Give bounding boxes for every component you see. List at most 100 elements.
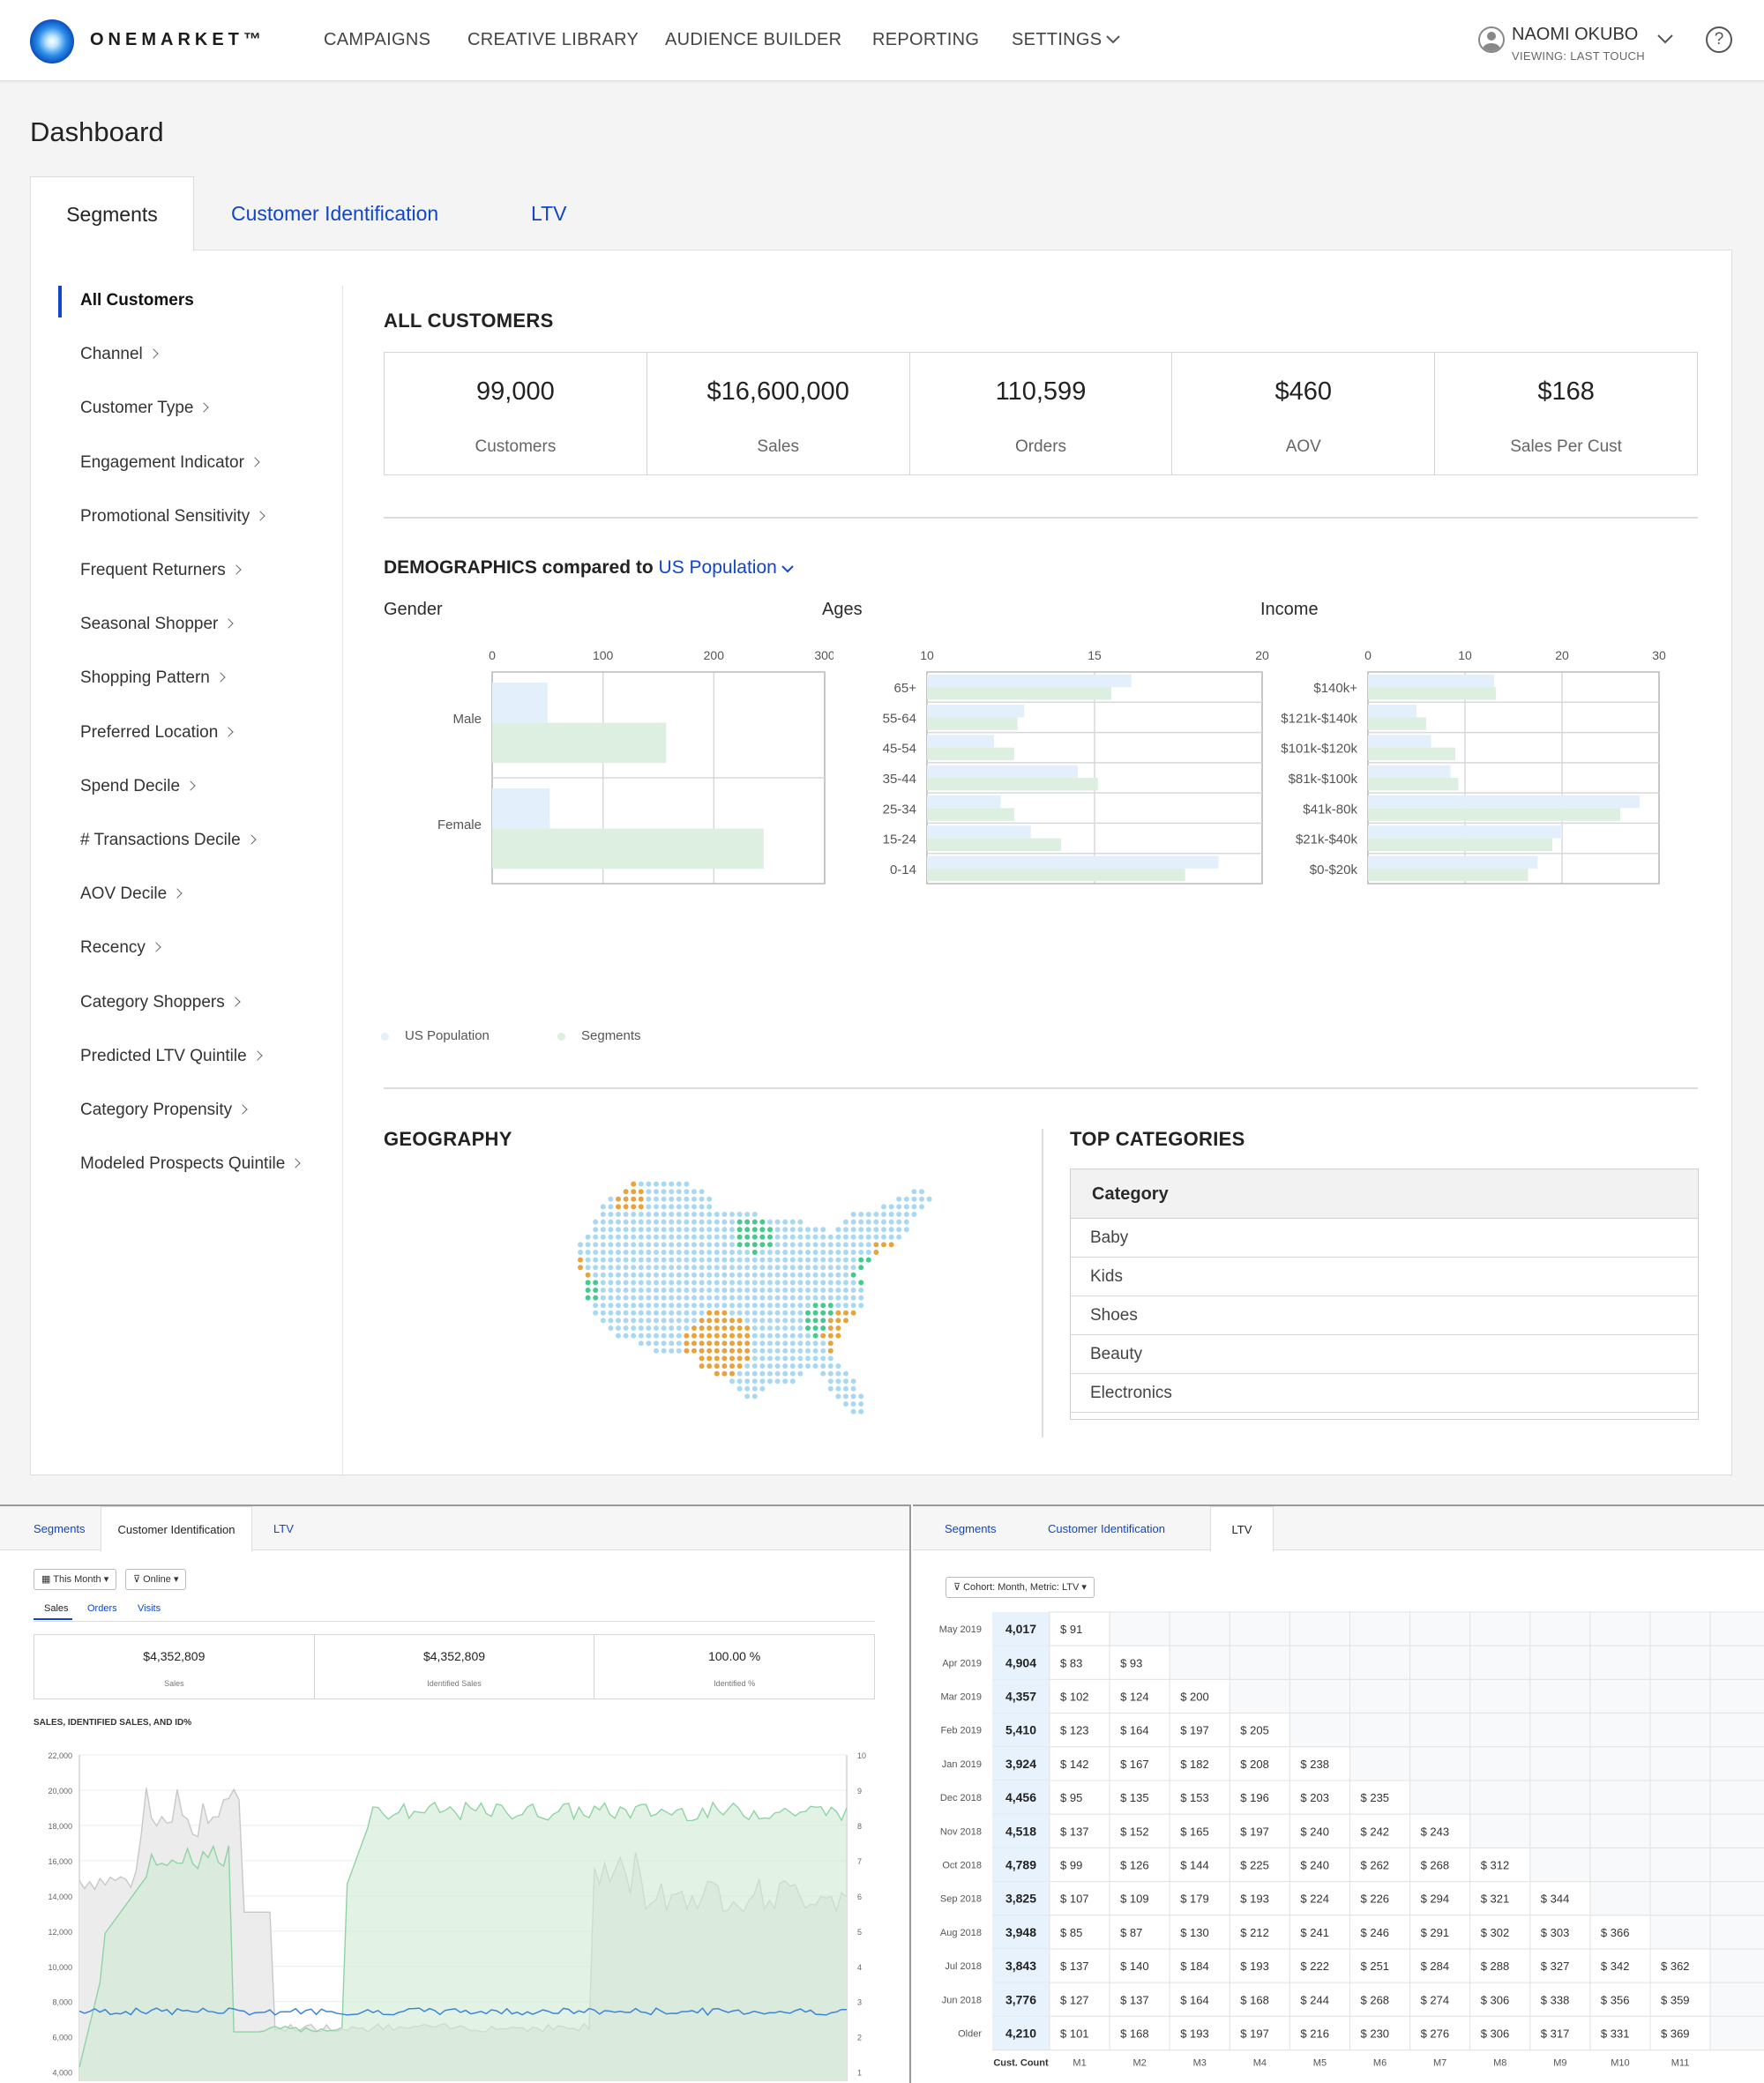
table-row[interactable]: Kids	[1071, 1258, 1698, 1296]
map-dot	[865, 1250, 871, 1255]
sidebar-item-recency[interactable]: Recency	[80, 938, 161, 958]
column-header: M1	[1073, 2058, 1086, 2069]
sidebar-item-shopping-pattern[interactable]: Shopping Pattern	[80, 668, 226, 688]
cohort-cell	[1469, 2015, 1531, 2051]
logo-icon[interactable]	[30, 19, 74, 63]
sidebar-item-promotional-sensitivity[interactable]: Promotional Sensitivity	[80, 507, 265, 526]
user-name[interactable]: NAOMI OKUBO	[1512, 25, 1639, 44]
map-dot	[850, 1393, 856, 1400]
map-dot	[593, 1242, 599, 1248]
sidebar-item-seasonal-shopper[interactable]: Seasonal Shopper	[80, 615, 235, 634]
sidebar-item-modeled-prospects-quintile[interactable]: Modeled Prospects Quintile	[80, 1154, 302, 1174]
sidebar-item-customer-type[interactable]: Customer Type	[80, 399, 210, 418]
nav-audience-builder[interactable]: AUDIENCE BUILDER	[665, 30, 842, 49]
ltv-value: $ 241	[1300, 1926, 1329, 1939]
user-menu-chevron-icon[interactable]	[1656, 34, 1674, 46]
tab-ltv[interactable]: LTV	[531, 202, 567, 225]
tab-customer-identification[interactable]: Customer Identification	[101, 1506, 252, 1551]
map-dot	[585, 1272, 591, 1278]
tab-customer-identification[interactable]: Customer Identification	[231, 202, 439, 225]
map-dot	[676, 1196, 682, 1202]
cohort-cell	[1349, 1713, 1411, 1748]
logo-text[interactable]: ONEMARKET™	[90, 30, 265, 49]
sidebar-item-all-customers[interactable]: All Customers	[80, 291, 194, 310]
divider	[1042, 1129, 1043, 1437]
cohort-cell	[1349, 1611, 1411, 1646]
table-row[interactable]: Electronics	[1071, 1374, 1698, 1413]
bar-us-population	[927, 855, 1219, 869]
map-dot	[812, 1257, 818, 1263]
map-dot	[631, 1272, 637, 1278]
bar-us-population	[927, 735, 994, 748]
sidebar-item-transactions-decile[interactable]: # Transactions Decile	[80, 831, 257, 850]
tab-ltv[interactable]: LTV	[1210, 1506, 1274, 1551]
map-dot	[714, 1355, 720, 1362]
map-dot	[646, 1295, 652, 1301]
map-dot	[835, 1250, 841, 1255]
cohort-cell	[1649, 2015, 1711, 2051]
category-label: Male	[452, 712, 482, 727]
map-dot	[736, 1385, 743, 1392]
map-dot	[805, 1303, 811, 1309]
cust-count: 5,410	[1005, 1723, 1036, 1737]
tab-segments[interactable]: Segments	[30, 176, 194, 251]
map-dot	[616, 1234, 621, 1240]
nav-campaigns[interactable]: CAMPAIGNS	[324, 30, 431, 49]
map-dot	[699, 1280, 705, 1286]
sidebar-item-frequent-returners[interactable]: Frequent Returners	[80, 561, 242, 580]
table-row[interactable]: Beauty	[1071, 1335, 1698, 1374]
nav-creative-library[interactable]: CREATIVE LIBRARY	[467, 30, 639, 49]
map-dot	[661, 1303, 667, 1309]
sidebar-item-category-propensity[interactable]: Category Propensity	[80, 1101, 248, 1120]
map-dot	[721, 1288, 728, 1293]
sidebar-item-channel[interactable]: Channel	[80, 345, 159, 364]
cohort-cell	[1469, 1746, 1531, 1781]
tab-segments[interactable]: Segments	[34, 1522, 86, 1535]
cohort-filter[interactable]: ⊽ Cohort: Month, Metric: LTV ▾	[946, 1577, 1095, 1598]
tab-ltv[interactable]: LTV	[273, 1522, 294, 1535]
map-dot	[751, 1333, 758, 1339]
table-row[interactable]: Shoes	[1071, 1296, 1698, 1335]
subtab-orders[interactable]: Orders	[87, 1603, 117, 1614]
cohort-cell	[1229, 1881, 1290, 1916]
map-dot	[820, 1265, 826, 1271]
help-icon[interactable]: ?	[1706, 26, 1732, 53]
map-dot	[638, 1310, 644, 1316]
sidebar-item-preferred-location[interactable]: Preferred Location	[80, 723, 234, 743]
map-dot	[699, 1272, 705, 1278]
tab-customer-identification[interactable]: Customer Identification	[1048, 1522, 1165, 1535]
cohort-cell	[1649, 1915, 1711, 1950]
map-dot	[638, 1325, 644, 1331]
map-dot	[661, 1333, 667, 1339]
ltv-value: $ 274	[1421, 1993, 1450, 2006]
sidebar-item-predicted-ltv-quintile[interactable]: Predicted LTV Quintile	[80, 1047, 263, 1066]
sidebar-item-engagement-indicator[interactable]: Engagement Indicator	[80, 453, 260, 473]
cohort-cell	[1169, 1645, 1230, 1680]
map-dot	[903, 1212, 909, 1217]
nav-settings[interactable]: SETTINGS	[1012, 30, 1121, 50]
table-row[interactable]: Baby	[1071, 1219, 1698, 1258]
map-dot	[623, 1325, 629, 1331]
map-dot	[631, 1303, 637, 1309]
map-dot	[896, 1196, 902, 1202]
subtab-sales[interactable]: Sales	[44, 1603, 69, 1614]
subtab-visits[interactable]: Visits	[138, 1603, 161, 1614]
sidebar-item-label: # Transactions Decile	[80, 831, 241, 849]
sidebar-item-aov-decile[interactable]: AOV Decile	[80, 885, 183, 904]
sidebar-item-category-shoppers[interactable]: Category Shoppers	[80, 993, 241, 1012]
date-filter[interactable]: ▦ This Month ▾	[34, 1569, 117, 1590]
tab-segments[interactable]: Segments	[945, 1522, 997, 1535]
map-dot	[774, 1378, 781, 1385]
page-title: Dashboard	[30, 116, 164, 147]
cohort-cell	[1589, 1847, 1651, 1883]
channel-filter[interactable]: ⊽ Online ▾	[125, 1569, 187, 1590]
bar-segments	[1368, 778, 1459, 791]
legend-segments: Segments	[581, 1028, 641, 1043]
map-dot	[608, 1242, 614, 1248]
nav-reporting[interactable]: REPORTING	[872, 30, 980, 49]
avatar-icon[interactable]	[1478, 26, 1505, 53]
gender-title: Gender	[384, 600, 443, 619]
compare-dropdown[interactable]: US Population	[659, 557, 795, 578]
sidebar-item-spend-decile[interactable]: Spend Decile	[80, 777, 196, 796]
map-dot	[751, 1288, 758, 1293]
